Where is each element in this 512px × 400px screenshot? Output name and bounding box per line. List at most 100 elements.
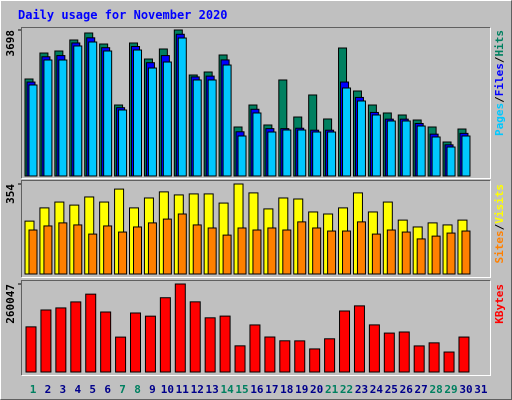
bar [219, 315, 231, 373]
bar [386, 120, 396, 177]
bar [401, 120, 411, 177]
bar [249, 324, 261, 373]
bar [118, 231, 128, 275]
x-tick-label: 9 [149, 383, 156, 396]
bar [40, 309, 52, 373]
bar [324, 338, 336, 373]
bar [55, 307, 67, 373]
bar [162, 218, 172, 275]
bar [28, 84, 38, 177]
bar [312, 227, 322, 275]
legend: KBytes [493, 284, 506, 324]
bar [279, 340, 291, 373]
bar [312, 131, 322, 177]
bar [189, 301, 201, 373]
bar [401, 231, 411, 275]
x-tick-label: 25 [385, 383, 398, 396]
bevel [21, 280, 491, 376]
x-tick-label: 31 [474, 383, 488, 396]
bar [88, 41, 98, 177]
legend-entry: KBytes [493, 284, 506, 324]
bar [252, 229, 262, 275]
bar [174, 283, 186, 373]
bar [443, 351, 455, 373]
bar [353, 305, 365, 373]
x-tick-label: 17 [265, 383, 278, 396]
bar [398, 331, 410, 373]
bar [461, 230, 471, 275]
x-tick-label: 10 [161, 383, 174, 396]
x-tick-label: 15 [235, 383, 248, 396]
bar [43, 225, 53, 275]
bar [416, 238, 426, 275]
bar [386, 229, 396, 275]
x-tick-label: 21 [325, 383, 339, 396]
legend: Sites/Visits [493, 184, 506, 264]
y-tick-label: 260047 [4, 284, 17, 324]
bar [222, 64, 232, 177]
x-tick-label: 16 [250, 383, 264, 396]
x-tick-label: 7 [119, 383, 126, 396]
x-tick-label: 1 [30, 383, 37, 396]
bar [383, 332, 395, 373]
bar [147, 67, 157, 177]
bar [237, 227, 247, 275]
bevel [21, 27, 491, 179]
bar [282, 229, 292, 275]
legend-separator: / [493, 223, 506, 230]
x-tick-label: 12 [191, 383, 204, 396]
bar [431, 235, 441, 275]
bar [327, 230, 337, 275]
bar [133, 226, 143, 275]
x-tick-label: 30 [459, 383, 472, 396]
bar [58, 222, 68, 275]
bar [70, 301, 82, 373]
bar [294, 340, 306, 373]
bar [162, 61, 172, 177]
bar [28, 229, 38, 275]
bar [192, 79, 202, 177]
x-tick-label: 29 [444, 383, 457, 396]
x-tick-label: 20 [310, 383, 323, 396]
bar [446, 146, 456, 177]
bar [85, 293, 97, 373]
x-tick-label: 11 [176, 383, 190, 396]
bar [356, 221, 366, 275]
bar [368, 324, 380, 373]
x-tick-label: 19 [295, 383, 308, 396]
bar [339, 310, 351, 373]
bar [222, 234, 232, 275]
bar [159, 297, 171, 373]
bar [342, 230, 352, 275]
bar [73, 45, 83, 177]
bar [204, 317, 216, 373]
x-tick-label: 22 [340, 383, 353, 396]
x-tick-label: 4 [74, 383, 81, 396]
bar [133, 49, 143, 177]
bar [252, 112, 262, 177]
bar [58, 59, 68, 177]
bar [327, 131, 337, 177]
bevel [21, 280, 491, 376]
bar [25, 326, 37, 373]
bar [428, 342, 440, 373]
bar [297, 129, 307, 177]
bar [356, 100, 366, 177]
y-tick-label: 3698 [4, 30, 17, 57]
chart-title: Daily usage for November 2020 [18, 8, 228, 22]
bar [282, 129, 292, 177]
x-tick-label: 27 [415, 383, 428, 396]
bar [413, 345, 425, 373]
bar [73, 224, 83, 275]
bar [297, 221, 307, 275]
bar [416, 125, 426, 177]
legend: Pages/Files/Hits [493, 30, 506, 136]
bar [147, 222, 157, 275]
y-tick-label: 354 [4, 184, 17, 204]
bar [177, 213, 187, 275]
bar [267, 131, 277, 177]
bar [371, 233, 381, 275]
x-tick-label: 8 [134, 383, 141, 396]
